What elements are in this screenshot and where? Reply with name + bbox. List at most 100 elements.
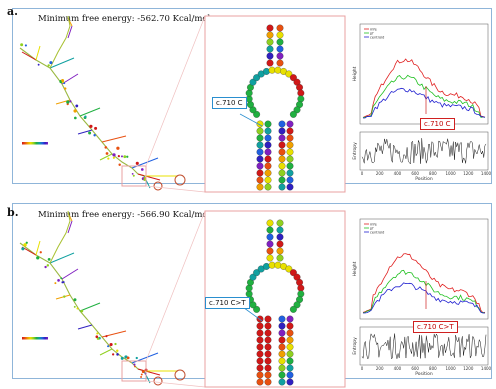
rna-branch — [35, 240, 41, 256]
rna-branch — [67, 220, 73, 234]
rna-nucleotide — [73, 298, 77, 302]
rna-branch — [77, 324, 93, 330]
zoom-nucleotide — [264, 371, 272, 379]
rna-branch — [99, 153, 113, 161]
zoom-nucleotide — [286, 183, 294, 191]
zoom-nucleotide — [286, 162, 294, 170]
panel-b-plot-mutation-label: c.710 C>T — [413, 321, 458, 333]
zoom-nucleotide — [297, 290, 305, 298]
entropy-line — [361, 333, 487, 360]
zoom-nucleotide — [256, 176, 264, 184]
zoom-nucleotide — [296, 278, 303, 286]
zoom-nucleotide — [278, 141, 286, 149]
zoom-nucleotide — [286, 364, 294, 372]
zoom-nucleotide — [278, 371, 286, 379]
zoom-nucleotide — [276, 38, 284, 46]
rna-nucleotide — [123, 155, 127, 159]
x-tick-label: 1000 — [445, 171, 456, 176]
x-tick-label: 1400 — [481, 171, 492, 176]
zoom-nucleotide — [297, 89, 305, 97]
zoom-nucleotide — [256, 134, 264, 142]
rna-branch — [137, 368, 161, 376]
mountain-line-mfe — [362, 58, 486, 118]
rna-nucleotide — [96, 332, 99, 335]
zoom-nucleotide — [264, 357, 272, 365]
rna-nucleotide — [88, 131, 92, 135]
zoom-nucleotide — [286, 378, 294, 386]
zoom-nucleotide — [289, 74, 297, 82]
zoom-nucleotide — [285, 70, 293, 78]
rna-nucleotide — [120, 155, 123, 158]
rna-nucleotide — [63, 87, 67, 90]
zoom-nucleotide — [276, 233, 284, 241]
rna-branch — [49, 252, 75, 264]
zoom-nucleotide — [264, 378, 272, 386]
zoom-nucleotide — [256, 378, 264, 386]
zoom-nucleotide — [278, 315, 286, 323]
zoom-nucleotide — [264, 336, 272, 344]
rna-nucleotide — [63, 82, 66, 85]
zoom-nucleotide — [245, 89, 253, 97]
zoom-nucleotide — [276, 247, 284, 255]
zoom-nucleotide — [253, 305, 261, 313]
zoom-nucleotide — [264, 127, 272, 135]
zoom-nucleotide — [266, 219, 274, 227]
entropy-plot-frame — [359, 131, 489, 171]
zoom-nucleotide — [264, 141, 272, 149]
zoom-nucleotide — [262, 263, 270, 270]
zoom-nucleotide — [264, 169, 272, 177]
zoom-nucleotide — [278, 148, 286, 156]
zoom-nucleotide — [264, 120, 272, 128]
x-tick-label: 0 — [361, 366, 364, 371]
zoom-region-box — [121, 165, 147, 187]
zoom-nucleotide — [278, 183, 286, 191]
zoom-nucleotide — [278, 134, 286, 142]
zoom-nucleotide — [286, 315, 294, 323]
zoom-nucleotide — [264, 322, 272, 330]
zoom-line — [145, 380, 206, 388]
zoom-nucleotide — [266, 247, 274, 255]
rna-nucleotide — [111, 353, 115, 356]
y-axis-label-entropy: Entropy — [352, 142, 358, 160]
zoom-nucleotide — [278, 169, 286, 177]
zoom-nucleotide — [278, 378, 286, 386]
rna-nucleotide — [94, 126, 98, 130]
entropy-line — [361, 138, 487, 165]
rna-nucleotide — [104, 146, 108, 149]
zoom-nucleotide — [278, 357, 286, 365]
rna-nucleotide — [114, 342, 117, 346]
zoom-nucleotide — [297, 95, 305, 103]
mountain-line-mfe — [362, 253, 486, 314]
rna-loop — [174, 174, 186, 186]
x-tick-label: 1200 — [463, 171, 474, 176]
zoom-nucleotide — [268, 261, 276, 269]
zoom-nucleotide — [245, 284, 253, 292]
rna-nucleotide — [54, 282, 57, 285]
zoom-nucleotide — [266, 59, 274, 67]
zoom-nucleotide — [256, 357, 264, 365]
zoom-nucleotide — [276, 226, 284, 234]
color-scale-bar — [22, 142, 48, 145]
rna-nucleotide — [63, 295, 66, 298]
zoom-nucleotide — [278, 155, 286, 163]
zoom-nucleotide — [286, 343, 294, 351]
zoom-nucleotide — [289, 305, 297, 313]
rna-nucleotide — [120, 356, 124, 360]
rna-loop — [153, 181, 163, 191]
zoom-nucleotide — [249, 78, 257, 86]
zoom-nucleotide — [286, 148, 294, 156]
rna-nucleotide — [36, 256, 40, 260]
legend-label: pf — [370, 31, 374, 35]
rna-branch — [99, 348, 113, 356]
rna-nucleotide — [126, 155, 129, 158]
rna-nucleotide — [75, 104, 79, 108]
legend-label: pf — [370, 226, 374, 230]
zoom-nucleotide — [285, 265, 293, 273]
zoom-nucleotide — [286, 176, 294, 184]
zoom-nucleotide — [278, 162, 286, 170]
rna-nucleotide — [47, 64, 50, 67]
zoom-nucleotide — [276, 240, 284, 248]
zoom-nucleotide — [266, 233, 274, 241]
rna-nucleotide — [140, 376, 142, 378]
zoom-nucleotide — [264, 183, 272, 191]
